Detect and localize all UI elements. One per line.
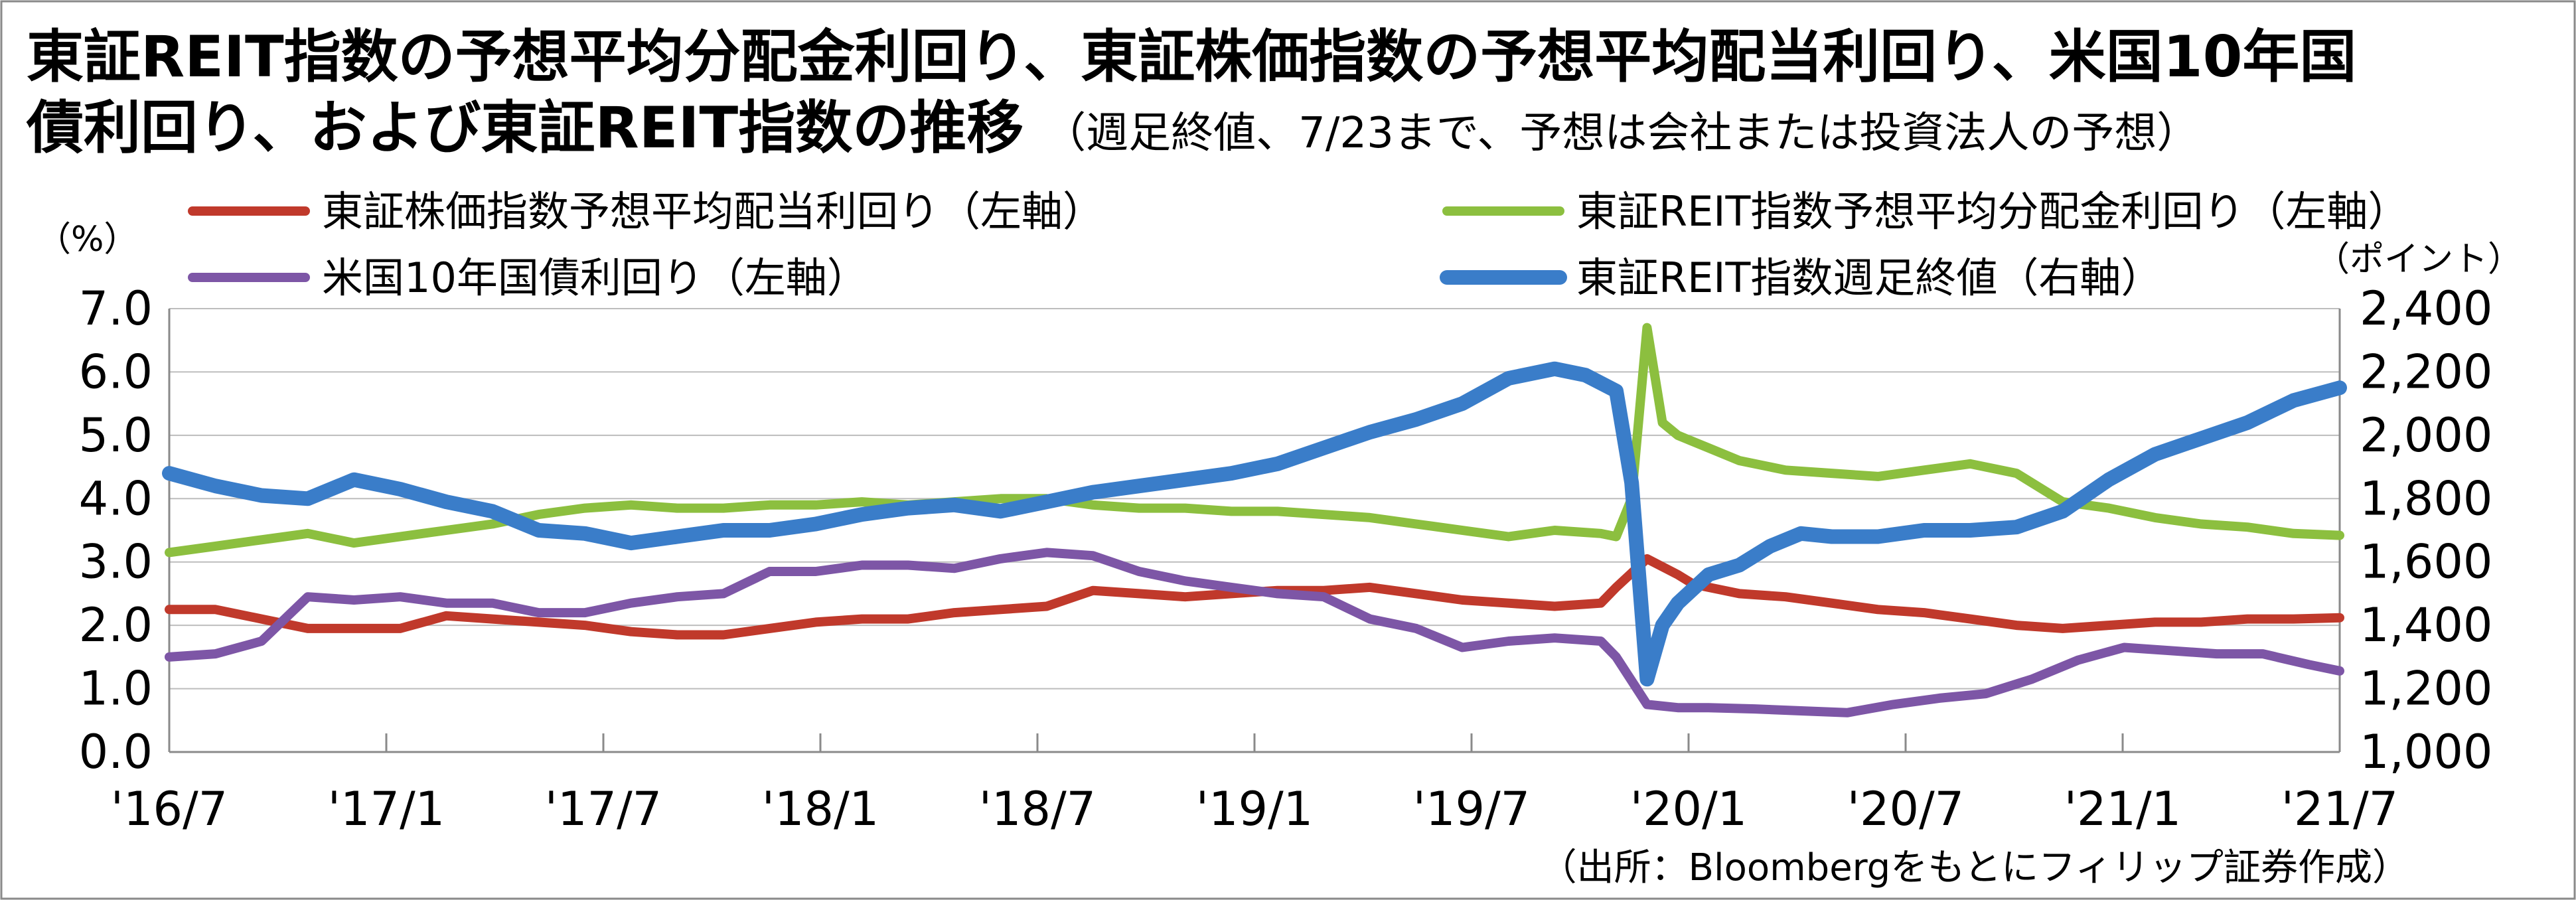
right-tick-label: 2,200 [2360,344,2492,399]
x-axis-ticks: '16/7 '17/1 '17/7 '18/1 '18/7 '19/1 '19/7 '20/1… [111,733,2398,836]
chart-title-line-1: 東証REIT指数の予想平均分配金利回り、東証株価指数の予想平均配当利回り、米国1… [27,24,2356,90]
chart-title-line-2-main: 債利回り、および東証REIT指数の推移 [26,95,1023,161]
left-tick-label: 2.0 [79,598,153,652]
legend-label-2: 東証REIT指数予想平均分配金利回り（左軸） [1576,187,2409,236]
legend-label-4: 東証REIT指数週足終値（右軸） [1576,254,2162,302]
legend-label-3: 米国10年国債利回り（左軸） [322,254,868,302]
chart-title-line-2: 債利回り、および東証REIT指数の推移 （週足終値、7/23まで、予想は会社また… [26,95,2199,161]
series-line-2 [165,323,2344,558]
x-tick-label: '17/7 [545,782,662,836]
series-lines [162,323,2347,717]
x-tick-label: '17/1 [328,782,445,836]
right-tick-label: 1,000 [2360,725,2492,779]
legend: 東証株価指数予想平均配当利回り（左軸） 東証REIT指数予想平均分配金利回り（左軸… [188,187,2409,302]
left-axis-unit: （%） [37,220,138,260]
chart-title: 東証REIT指数の予想平均分配金利回り、東証株価指数の予想平均配当利回り、米国1… [26,24,2356,161]
series-line-1 [165,554,2344,640]
x-tick-label: '20/1 [1630,782,1747,836]
x-tick-label: '19/7 [1413,782,1530,836]
x-tick-label: '19/1 [1196,782,1313,836]
series-line-3 [165,548,2344,717]
gridlines [168,308,2341,753]
right-tick-label: 1,600 [2360,535,2492,589]
right-tick-label: 2,400 [2360,281,2492,336]
left-tick-label: 0.0 [79,725,153,779]
left-tick-label: 4.0 [79,471,153,526]
left-tick-label: 3.0 [79,535,153,589]
right-tick-label: 1,400 [2360,598,2492,652]
left-tick-label: 6.0 [79,344,153,399]
x-tick-label: '18/1 [762,782,879,836]
source-note: （出所：Bloombergをもとにフィリップ証券作成） [1540,846,2409,889]
left-tick-label: 1.0 [79,662,153,716]
x-tick-label: '18/7 [979,782,1096,836]
right-axis-ticks: 1,000 1,200 1,400 1,600 1,800 2,000 2,200 2,400 [2360,281,2492,779]
series-line-4 [162,361,2347,687]
x-tick-label: '20/7 [1847,782,1964,836]
x-tick-label: '21/7 [2281,782,2398,836]
chart-title-line-2-note: （週足終値、7/23まで、予想は会社または投資法人の予想） [1043,109,2199,158]
x-tick-label: '16/7 [111,782,228,836]
right-tick-label: 1,200 [2360,662,2492,716]
right-tick-label: 1,800 [2360,471,2492,526]
left-tick-label: 7.0 [79,281,153,336]
left-axis-ticks: 0.0 1.0 2.0 3.0 4.0 5.0 6.0 7.0 [79,281,153,779]
x-tick-label: '21/1 [2064,782,2181,836]
right-tick-label: 2,000 [2360,408,2492,463]
right-axis-unit: （ポイント） [2315,240,2522,279]
legend-label-1: 東証株価指数予想平均配当利回り（左軸） [322,187,1104,236]
left-tick-label: 5.0 [79,408,153,463]
